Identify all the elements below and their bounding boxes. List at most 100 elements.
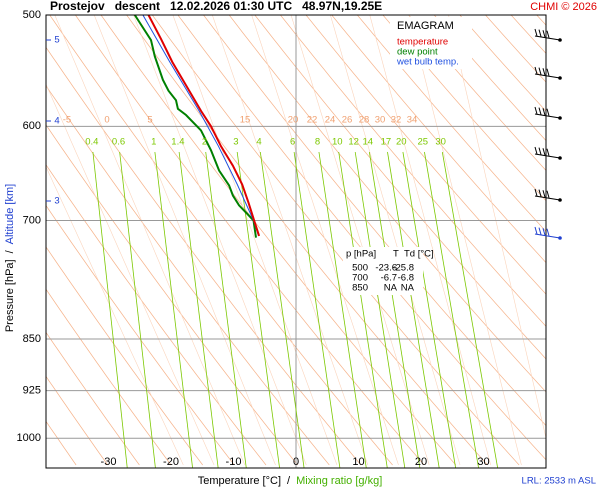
y-tick-label: 925 [23,385,41,397]
table-cell: -6.8 [398,273,414,284]
mixing-ratio-line [338,151,388,468]
moist-adiabat [448,15,546,440]
dry-adiabat [46,204,235,466]
legend-title: EMAGRAM [397,20,454,32]
mixing-ratio-line [354,151,406,468]
mixing-ratio-line [387,151,440,468]
mixing-ratio-label: 12 [348,137,359,148]
mixing-ratio-label: 6 [290,137,295,148]
mixing-ratio-label: 8 [315,137,320,148]
table-cell: -23.6 [375,263,397,274]
dry-adiabat [46,46,362,466]
mixing-ratio-label: 1.4 [171,137,184,148]
adiabat-label: -5 [63,115,71,126]
launch-level-note: LRL: 2533 m ASL [522,476,596,487]
y-tick-label: 500 [23,9,41,21]
altitude-tick-label: 5 [54,35,59,46]
barb-flag [542,190,546,198]
temperature-label: Temperature [°C] [198,475,281,487]
credit: CHMI © 2026 [530,1,597,13]
dry-adiabat [433,15,546,142]
value-table: p [hPa] T Td [°C] 500 -23.6-25.8 700 -6.7 -6.8 8… [346,249,434,294]
plot-frame [45,14,547,469]
barb-flag [546,108,550,116]
dry-adiabat [382,15,546,202]
barb-flag [534,146,538,155]
table-header: p [hPa] [346,249,376,260]
mixing-ratio-line [259,151,305,468]
mixing-ratio-label: 25 [417,137,428,148]
barb-staff [534,233,561,239]
mixing-ratio-line [424,151,479,468]
barb-flag [542,30,546,38]
dry-adiabat [46,164,267,466]
moist-adiabat [46,83,215,466]
x-tick-label: 10 [352,456,364,468]
table-header: T [393,249,399,260]
moist-adiabat [172,15,338,466]
table-box [343,247,423,295]
barb-dot [558,116,562,120]
mixing-ratio-line [293,151,341,468]
table-cell: 850 [352,283,368,294]
barb-flag [534,106,538,115]
dry-adiabat [331,15,546,264]
barb-flag [546,228,550,236]
adiabat-label: 5 [147,115,152,126]
mixing-ratio-label: 0.4 [85,137,98,148]
label-separator: / [287,475,291,487]
mixing-ratio-line [205,151,247,468]
dry-adiabat [46,331,140,466]
y-tick-label: 1000 [17,432,41,444]
table-cell: NA [384,283,398,294]
dry-adiabat [100,15,457,466]
dry-adiabat [126,15,488,466]
dry-adiabat [46,246,203,466]
dry-adiabat [152,15,520,466]
dry-adiabat [228,15,546,393]
mixing-ratio-label: 3 [233,137,238,148]
moist-adiabat [369,15,491,466]
dry-adiabat [305,15,546,295]
adiabat-label: 30 [375,115,386,126]
adiabat-label: 28 [359,115,370,126]
x-tick-label: 30 [477,456,489,468]
dry-adiabat [49,15,393,466]
barb-dot [558,38,562,42]
mixing-ratio-line [119,151,156,468]
altitude-tick-label: 4 [54,116,59,127]
y-tick-label: 850 [23,333,41,345]
chart-title: Prostejov descent 12.02.2026 01:30 UTC 4… [50,0,382,13]
legend-box [390,17,472,69]
moist-adiabat [251,15,399,466]
mixing-ratio-line [236,151,280,468]
y-axis-label: Pressure [hPa] / Altitude [km] [4,184,16,332]
barb-staff [534,153,561,159]
mixing-ratio-label: 14 [363,137,374,148]
mixing-ratio-label: 17 [381,137,392,148]
mixing-ratio-label: 4 [256,137,261,148]
dry-adiabat [280,15,546,327]
mixing-ratio-line [154,151,193,468]
barb-flag [538,227,542,235]
table-cell: 500 [352,263,368,274]
legend-entry: temperature [397,37,448,48]
x-tick-label: -20 [163,456,179,468]
mixing-ratio-line [368,151,421,468]
mixing-ratio-line [441,151,499,468]
dry-adiabat [203,15,546,427]
dry-adiabat [46,288,172,466]
dry-adiabat [46,375,109,466]
dry-adiabat [75,15,425,466]
barb-staff [534,35,561,41]
mixing-ratio-label: 30 [435,137,446,148]
barb-flag [542,68,546,76]
plot-area [46,15,546,468]
barb-dot [558,156,562,160]
x-tick-label: 0 [293,456,299,468]
barb-staff [534,113,561,119]
barb-flag [546,30,550,38]
adiabat-label: 24 [325,115,336,126]
